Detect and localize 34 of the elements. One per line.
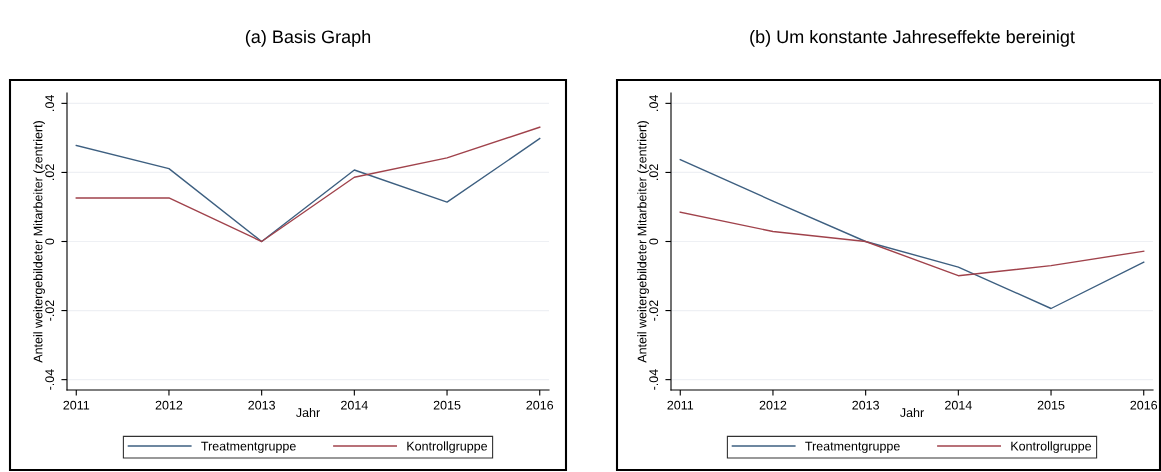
- y-tick-label: .02: [45, 164, 55, 180]
- y-axis-title: Anteil weitergebildeter Mitarbeiter (zentriert): [637, 121, 649, 363]
- y-tick-label: 0: [649, 238, 659, 245]
- y-tick-label: -.04: [649, 369, 659, 390]
- y-tick-label: .04: [45, 95, 55, 111]
- x-tick-label: 2013: [248, 400, 276, 410]
- legend-label: Kontrollgruppe: [1011, 441, 1092, 453]
- x-tick-label: 2014: [341, 400, 368, 410]
- x-axis-title: Jahr: [296, 407, 320, 418]
- legend-label: Kontrollgruppe: [407, 441, 488, 453]
- x-axis-title: Jahr: [900, 407, 924, 418]
- x-tick-label: 2011: [667, 400, 694, 410]
- line-series: [679, 211, 1145, 277]
- y-tick-label: -.04: [45, 369, 55, 390]
- chart-title: (b) Um konstante Jahreseffekte bereinigt: [750, 29, 1075, 47]
- line-series: [679, 158, 1145, 310]
- x-tick-label: 2014: [945, 400, 972, 410]
- y-tick-label: .04: [649, 95, 659, 111]
- x-tick-label: 2012: [155, 400, 183, 410]
- x-tick-label: 2013: [852, 400, 880, 410]
- x-tick-label: 2016: [1130, 400, 1158, 410]
- y-tick-label: -.02: [45, 300, 55, 321]
- x-tick-label: 2016: [526, 400, 554, 410]
- y-tick-label: 0: [45, 238, 55, 245]
- legend-label: Treatmentgruppe: [805, 441, 900, 453]
- x-tick-label: 2015: [433, 400, 461, 410]
- legend-label: Treatmentgruppe: [201, 441, 296, 453]
- x-tick-label: 2015: [1037, 400, 1065, 410]
- chart-title: (a) Basis Graph: [245, 29, 371, 47]
- x-tick-label: 2011: [63, 400, 90, 410]
- y-tick-label: -.02: [649, 300, 659, 321]
- y-axis-title: Anteil weitergebildeter Mitarbeiter (zentriert): [33, 121, 45, 363]
- x-tick-label: 2012: [759, 400, 787, 410]
- y-tick-label: .02: [649, 164, 659, 180]
